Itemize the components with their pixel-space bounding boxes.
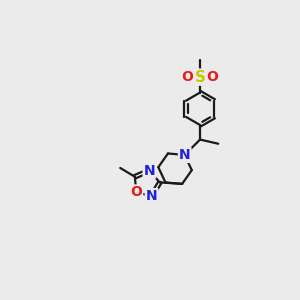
Text: O: O [130,185,142,200]
Text: O: O [207,70,219,84]
Text: O: O [182,70,194,84]
Text: N: N [144,164,155,178]
Text: N: N [146,189,158,203]
Text: S: S [195,70,206,85]
Text: N: N [179,148,190,162]
